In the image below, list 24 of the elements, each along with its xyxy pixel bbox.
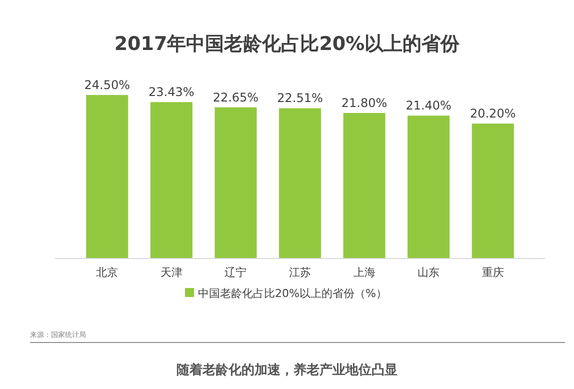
x-tick-label: 北京 [96,266,118,279]
chart-title: 2017年中国老龄化占比20%以上的省份 [114,33,461,55]
x-tick-label: 山东 [418,266,440,279]
x-tick-label: 重庆 [482,266,504,279]
data-label: 24.50% [84,78,130,92]
data-label: 21.80% [341,96,388,110]
data-label: 21.40% [406,98,452,113]
data-label: 20.20% [470,106,516,121]
bar [472,124,514,258]
data-label: 23.43% [148,85,194,100]
x-tick-label: 辽宁 [224,266,247,279]
bar [408,116,450,258]
bar [86,95,128,258]
text: 随着老龄化的加速，养老产业地位凸显 [176,362,398,378]
bar [214,107,257,258]
data-label: 22.65% [212,90,259,104]
x-tick-label: 上海 [353,266,376,279]
bar [279,108,321,258]
legend: 中国老龄化占比20%以上的省份（%） [185,287,387,300]
x-tick-label: 江苏 [289,266,311,279]
bar [150,102,192,258]
data-label: 22.51% [277,91,323,106]
x-tick-label: 天津 [160,266,182,279]
bar [343,112,386,258]
